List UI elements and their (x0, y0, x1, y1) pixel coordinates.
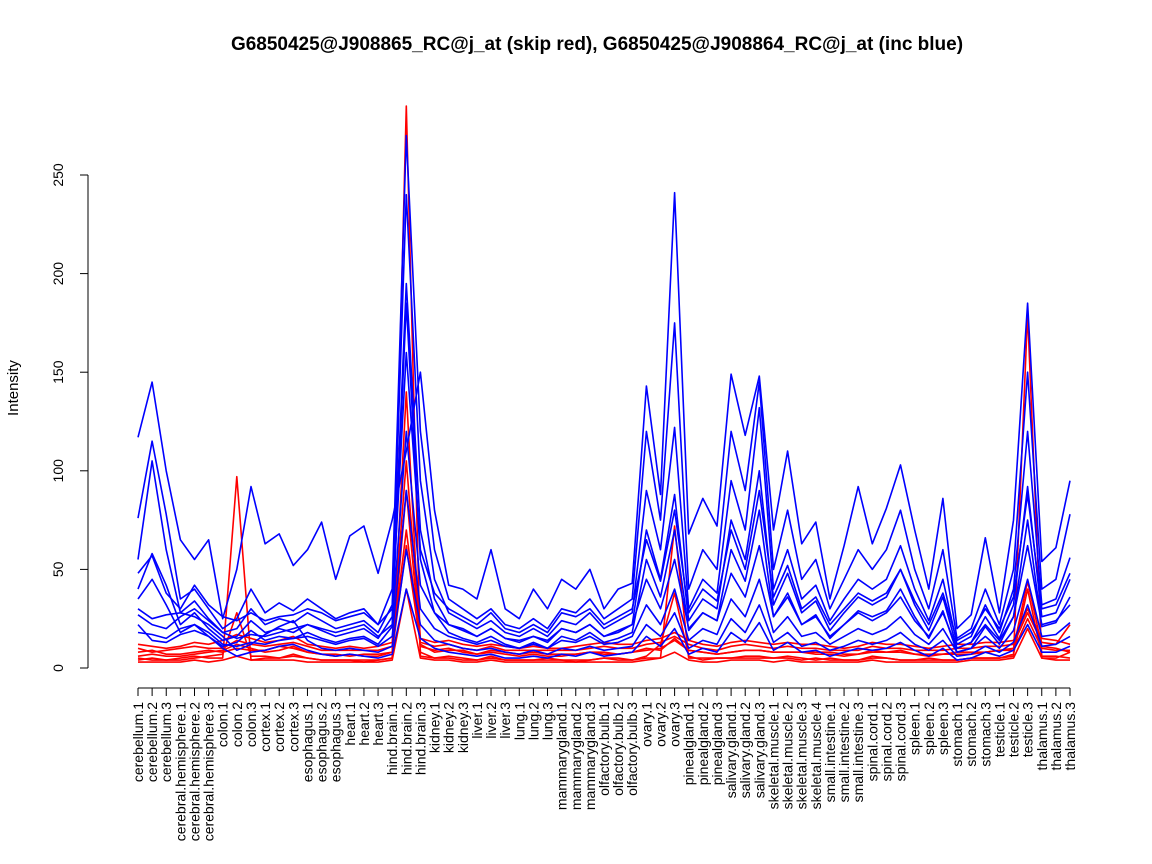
series-line-skip-6 (137, 489, 1070, 658)
x-tick-label: stomach.2 (963, 702, 979, 767)
x-tick-label: mammarygland.1 (554, 702, 570, 810)
y-tick-label: 50 (50, 561, 66, 577)
series-line-inc-9 (137, 548, 1071, 658)
x-tick-label: olfactory.bulb.2 (610, 702, 626, 796)
x-tick-label: mammarygland.2 (568, 702, 584, 810)
x-tick-label: olfactory.bulb.3 (624, 702, 640, 796)
x-tick-label: salivary.gland.2 (737, 702, 753, 798)
x-tick-label: skeletal.muscle.3 (794, 702, 810, 810)
x-tick-label: kidney.2 (441, 702, 457, 753)
x-tick-label: heart.3 (370, 702, 386, 746)
x-tick-label: cerebellum.1 (130, 702, 146, 782)
x-axis: cerebellum.1cerebellum.2cerebellum.3cere… (130, 687, 1078, 842)
x-tick-label: ovary.3 (667, 702, 683, 747)
y-tick-label: 250 (50, 163, 66, 187)
x-tick-label: lung.1 (511, 702, 527, 740)
series-line-inc-8 (137, 489, 1071, 654)
x-tick-label: kidney.1 (427, 702, 443, 753)
x-tick-label: colon.3 (243, 702, 259, 747)
x-tick-label: pinealgland.1 (681, 702, 697, 786)
x-tick-label: kidney.3 (455, 702, 471, 753)
x-tick-label: liver.2 (483, 702, 499, 739)
x-tick-label: cerebellum.2 (144, 702, 160, 782)
x-tick-label: salivary.gland.3 (751, 702, 767, 798)
x-tick-label: colon.2 (229, 702, 245, 747)
x-tick-label: pinealgland.3 (709, 702, 725, 786)
x-tick-label: spinal.cord.2 (878, 702, 894, 782)
series-line-inc-3 (137, 193, 1071, 646)
x-tick-label: pinealgland.2 (695, 702, 711, 786)
x-tick-label: esophagus.2 (314, 702, 330, 782)
x-tick-label: spleen.3 (935, 702, 951, 755)
x-tick-label: hind.brain.2 (398, 702, 414, 775)
x-tick-label: testicle.2 (1006, 702, 1022, 757)
series-line-inc-1 (137, 191, 1071, 630)
chart-title: G6850425@J908865_RC@j_at (skip red), G68… (231, 34, 963, 55)
y-tick-label: 150 (50, 360, 66, 384)
x-tick-label: cortex.1 (257, 702, 273, 752)
x-tick-label: esophagus.3 (328, 702, 344, 782)
y-axis: 0 50 100 150 200 250 (50, 163, 89, 672)
x-tick-label: ovary.2 (652, 702, 668, 747)
y-tick-label: 0 (50, 664, 66, 672)
x-tick-label: spinal.cord.3 (893, 702, 909, 782)
x-tick-label: heart.2 (356, 702, 372, 746)
x-tick-label: thalamus.1 (1034, 702, 1050, 771)
x-tick-label: mammarygland.3 (582, 702, 598, 810)
x-tick-label: ovary.1 (638, 702, 654, 747)
x-tick-label: testicle.3 (1020, 702, 1036, 757)
x-tick-label: cerebellum.3 (158, 702, 174, 782)
x-tick-label: hind.brain.1 (384, 702, 400, 775)
x-tick-label: cortex.2 (271, 702, 287, 752)
x-tick-label: cerebral.hemisphere.1 (172, 702, 188, 842)
series-layer (137, 105, 1071, 663)
x-tick-label: skeletal.muscle.2 (780, 702, 796, 810)
series-line-skip-5 (138, 588, 1070, 663)
x-tick-label: thalamus.2 (1048, 702, 1064, 771)
x-tick-label: esophagus.1 (299, 702, 315, 782)
x-tick-label: skeletal.muscle.4 (808, 702, 824, 810)
y-tick-label: 100 (50, 459, 66, 483)
x-tick-label: hind.brain.3 (412, 702, 428, 775)
series-line-inc-7 (137, 430, 1071, 650)
x-tick-label: spleen.2 (921, 702, 937, 755)
x-tick-label: cerebral.hemisphere.2 (186, 702, 202, 842)
x-tick-label: cerebral.hemisphere.3 (201, 702, 217, 842)
x-tick-label: colon.1 (215, 702, 231, 747)
x-tick-label: spinal.cord.1 (864, 702, 880, 782)
x-tick-label: stomach.3 (977, 702, 993, 767)
x-tick-label: lung.2 (525, 702, 541, 740)
series-line-inc-2 (137, 134, 1071, 640)
x-tick-label: salivary.gland.1 (723, 702, 739, 798)
x-tick-label: olfactory.bulb.1 (596, 702, 612, 796)
x-tick-label: small.intestine.1 (822, 702, 838, 803)
x-tick-label: cortex.3 (285, 702, 301, 752)
series-line-inc-4 (137, 282, 1071, 650)
series-line-inc-10 (137, 588, 1071, 661)
x-tick-label: heart.1 (342, 702, 358, 746)
x-tick-label: liver.3 (497, 702, 513, 739)
x-tick-label: testicle.1 (991, 702, 1007, 757)
x-tick-label: stomach.1 (949, 702, 965, 767)
x-tick-label: skeletal.muscle.1 (765, 702, 781, 810)
x-tick-label: small.intestine.3 (850, 702, 866, 803)
x-tick-label: lung.3 (540, 702, 556, 740)
x-tick-label: small.intestine.2 (836, 702, 852, 803)
y-axis-label: Intensity (5, 360, 22, 416)
series-line-skip-2 (137, 391, 1071, 663)
x-tick-label: thalamus.3 (1062, 702, 1078, 771)
y-tick-label: 200 (50, 262, 66, 286)
series-line-inc-6 (137, 351, 1071, 642)
x-tick-label: spleen.1 (907, 702, 923, 755)
x-tick-label: liver.1 (469, 702, 485, 739)
